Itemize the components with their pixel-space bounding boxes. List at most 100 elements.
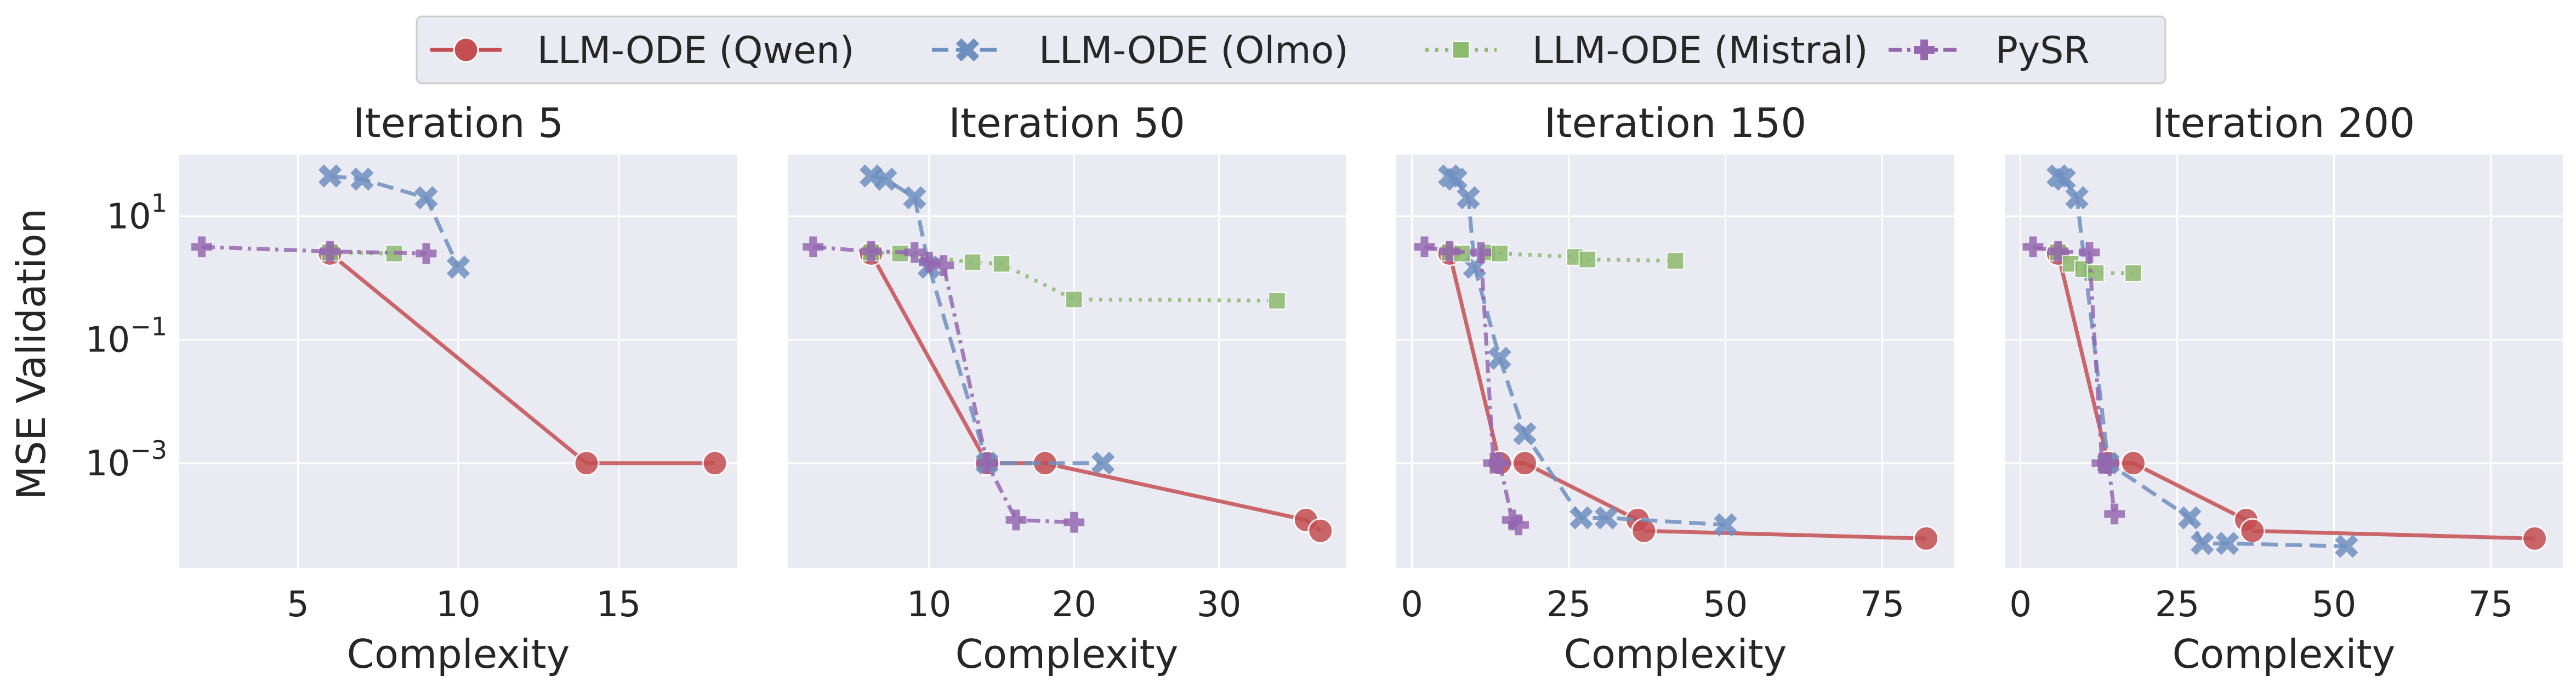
- x-axis-title: Complexity: [956, 631, 1179, 677]
- x-axis-title: Complexity: [347, 631, 570, 677]
- data-point: [2097, 452, 2119, 474]
- panel-1: 5 10 15 101 10−1 10−3 Iteration 5 Complexity: [86, 100, 737, 677]
- series-llm-ode-mistral: [862, 243, 1286, 310]
- data-point: [1005, 509, 1027, 531]
- data-point: [1489, 452, 1510, 474]
- data-point: [350, 167, 374, 191]
- data-point: [904, 242, 925, 263]
- data-point: [2120, 450, 2146, 476]
- legend-marker: [453, 37, 479, 63]
- series-line: [1447, 253, 1926, 541]
- data-point: [1470, 242, 1492, 263]
- data-point: [2048, 241, 2069, 262]
- panel-4: 0 25 50 75 Iteration 200 Complexity: [2005, 100, 2563, 677]
- data-point: [963, 253, 982, 271]
- series-pysr: [803, 236, 1085, 533]
- legend-label: LLM-ODE (Mistral): [1532, 29, 1868, 72]
- x-tick-label: 25: [1546, 584, 1591, 625]
- series-llm-ode-olmo: [318, 164, 470, 279]
- x-tick-label: 25: [2155, 584, 2199, 625]
- series-line: [329, 174, 460, 268]
- legend-marker: [1452, 41, 1470, 59]
- data-point: [2522, 525, 2548, 552]
- data-point: [1714, 513, 1737, 537]
- data-point: [2178, 506, 2202, 530]
- data-point: [573, 450, 600, 476]
- data-point: [446, 255, 470, 279]
- legend-marker: [1914, 39, 1935, 60]
- x-tick-label: 50: [1703, 584, 1748, 625]
- legend-entry-llm-ode-mistral: LLM-ODE (Mistral): [1425, 29, 1868, 72]
- data-point: [1439, 241, 1460, 262]
- data-point: [1414, 236, 1435, 258]
- data-point: [803, 236, 824, 258]
- panel-3: 0 25 50 75 Iteration 150 Complexity: [1396, 100, 1954, 677]
- legend: LLM-ODE (Qwen) LLM-ODE (Olmo) LLM-ODE (Mis…: [416, 15, 2166, 84]
- data-point: [1065, 290, 1083, 309]
- y-axis-title: MSE Validation: [8, 208, 54, 500]
- x-tick-label: 0: [2009, 584, 2032, 625]
- legend-entry-llm-ode-qwen: LLM-ODE (Qwen): [430, 29, 854, 72]
- data-point: [1064, 512, 1085, 533]
- data-point: [320, 241, 340, 262]
- x-tick-label: 75: [1860, 584, 1904, 625]
- data-point: [1595, 506, 1618, 530]
- x-axis-title: Complexity: [1564, 631, 1787, 677]
- data-point: [861, 241, 882, 262]
- x-tick-label: 10: [907, 584, 951, 625]
- y-tick-label: 101: [106, 189, 167, 237]
- data-point: [1491, 245, 1509, 263]
- data-point: [416, 243, 437, 264]
- data-point: [1913, 525, 1940, 552]
- data-point: [1570, 506, 1593, 530]
- data-point: [2104, 503, 2125, 525]
- data-point: [2079, 242, 2100, 263]
- data-point: [2239, 518, 2266, 544]
- data-point: [2191, 532, 2214, 555]
- series-pysr: [191, 236, 437, 264]
- legend-entry-llm-ode-olmo: LLM-ODE (Olmo): [932, 29, 1349, 72]
- data-point: [933, 255, 954, 276]
- x-tick-label: 75: [2469, 584, 2513, 625]
- x-tick-label: 30: [1197, 584, 1241, 625]
- series-llm-ode-olmo: [2046, 164, 2358, 558]
- data-point: [1511, 450, 1538, 476]
- legend-label: PySR: [1995, 29, 2090, 72]
- series-llm-ode-olmo: [1438, 164, 1737, 537]
- data-point: [414, 186, 438, 209]
- x-tick-label: 20: [1052, 584, 1096, 625]
- y-axis-title-group: MSE Validation: [8, 208, 54, 500]
- legend-marker: [956, 38, 980, 62]
- data-point: [191, 236, 212, 258]
- data-point: [1268, 292, 1286, 310]
- data-point: [2052, 167, 2076, 191]
- data-point: [1578, 250, 1597, 269]
- data-point: [1513, 422, 1537, 446]
- legend-entry-pysr: PySR: [1889, 29, 2090, 72]
- data-point: [1457, 186, 1480, 209]
- x-tick-label: 10: [436, 584, 480, 625]
- x-tick-label: 5: [287, 584, 309, 625]
- data-point: [1444, 167, 1468, 191]
- data-point: [1666, 252, 1685, 270]
- panel-title: Iteration 5: [353, 100, 564, 147]
- legend-label: LLM-ODE (Qwen): [537, 29, 854, 72]
- panel-title: Iteration 50: [948, 100, 1185, 147]
- x-axis-title: Complexity: [2173, 631, 2396, 677]
- data-point: [1488, 346, 1511, 370]
- data-point: [874, 167, 897, 191]
- y-tick-label: 10−1: [86, 312, 167, 361]
- data-point: [2335, 535, 2358, 558]
- series-pysr: [1414, 236, 1529, 536]
- series-line: [2056, 253, 2535, 541]
- legend-box: [416, 15, 2166, 84]
- data-point: [2022, 236, 2044, 258]
- data-point: [1508, 514, 1529, 536]
- data-point: [2124, 264, 2142, 282]
- series-pysr: [2022, 236, 2125, 525]
- data-point: [1307, 518, 1334, 544]
- legend-label: LLM-ODE (Olmo): [1039, 29, 1349, 72]
- data-point: [976, 452, 998, 474]
- data-point: [992, 254, 1011, 273]
